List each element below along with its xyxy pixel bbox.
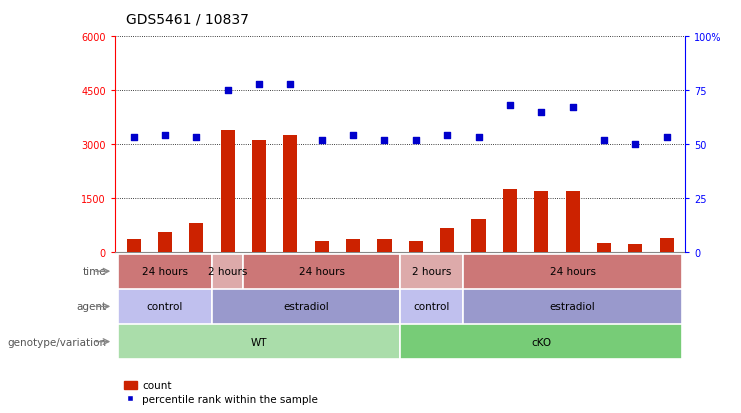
Point [629,141,641,148]
Bar [118,324,400,359]
Bar [315,241,329,252]
Bar [440,229,454,252]
Point [379,137,391,144]
Point [567,105,579,112]
Bar [565,191,579,252]
Bar [628,245,642,252]
Bar [346,240,360,252]
Text: WT: WT [250,337,268,347]
Bar [597,243,611,252]
Bar [118,254,212,289]
Bar [243,254,400,289]
Bar [503,189,517,252]
Bar [127,240,141,252]
Bar [283,135,297,252]
Bar [400,254,463,289]
Bar [252,141,266,252]
Text: GDS5461 / 10837: GDS5461 / 10837 [126,13,249,27]
Bar [471,220,485,252]
Text: 24 hours: 24 hours [299,266,345,277]
Text: cKO: cKO [531,337,551,347]
Text: time: time [83,266,106,277]
Bar [158,232,172,252]
Bar [534,191,548,252]
Bar [400,324,682,359]
Bar [212,254,243,289]
Bar [118,289,212,324]
Bar [463,254,682,289]
Bar [400,289,463,324]
Bar [377,240,391,252]
Bar [189,223,204,252]
Legend: count, percentile rank within the sample: count, percentile rank within the sample [120,376,322,408]
Text: estradiol: estradiol [283,301,329,312]
Text: 24 hours: 24 hours [550,266,596,277]
Text: estradiol: estradiol [550,301,596,312]
Bar [463,289,682,324]
Text: 2 hours: 2 hours [412,266,451,277]
Bar [409,242,423,252]
Point [441,133,453,139]
Text: control: control [413,301,450,312]
Bar [212,289,400,324]
Point [190,135,202,141]
Point [598,137,610,144]
Point [661,135,673,141]
Text: 2 hours: 2 hours [208,266,247,277]
Bar [221,130,235,252]
Bar [659,238,674,252]
Text: 24 hours: 24 hours [142,266,188,277]
Point [253,81,265,88]
Point [348,133,359,139]
Text: control: control [147,301,183,312]
Point [535,109,547,116]
Point [222,88,233,94]
Point [316,137,328,144]
Point [504,102,516,109]
Text: genotype/variation: genotype/variation [7,337,106,347]
Point [159,133,171,139]
Point [473,135,485,141]
Text: agent: agent [76,301,106,312]
Point [127,135,139,141]
Point [285,81,296,88]
Point [410,137,422,144]
